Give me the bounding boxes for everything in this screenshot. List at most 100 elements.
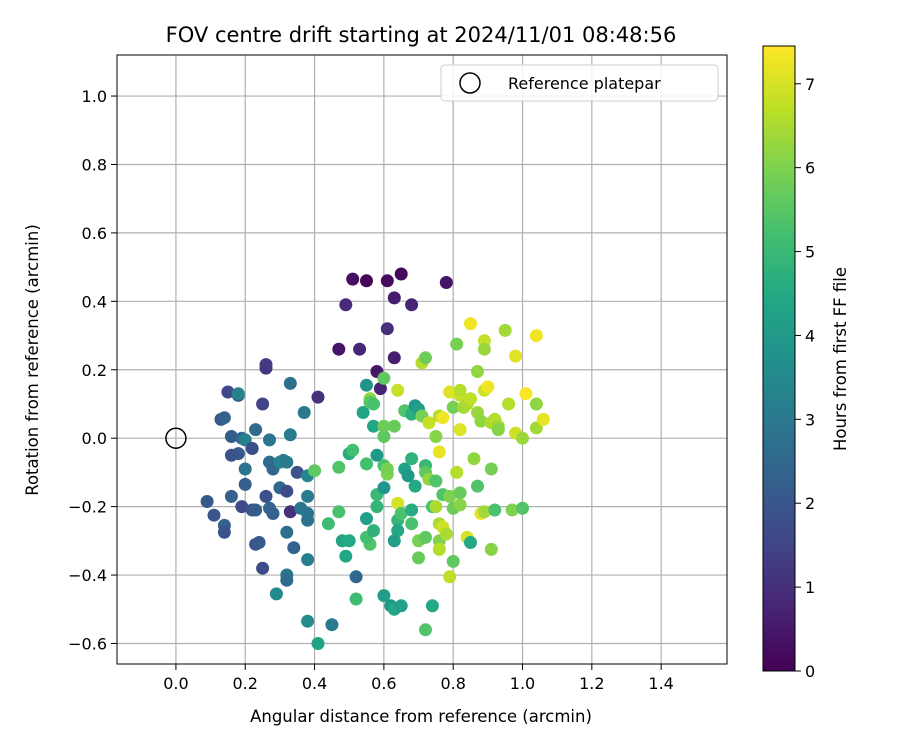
data-point [346, 272, 360, 286]
data-point [443, 489, 457, 503]
data-point [387, 291, 401, 305]
colorbar-tick-label: 3 [805, 410, 815, 429]
data-point [453, 486, 467, 500]
data-point [290, 465, 304, 479]
data-point [360, 457, 373, 471]
data-point [360, 378, 373, 392]
data-point [405, 452, 419, 466]
colorbar-tick-label: 2 [805, 494, 815, 513]
x-tick-label: 0.6 [371, 674, 396, 693]
data-point [422, 416, 436, 430]
x-axis-title: Angular distance from reference (arcmin) [250, 707, 592, 726]
data-point [311, 390, 325, 404]
data-point [332, 505, 346, 519]
data-point [370, 500, 384, 514]
legend: Reference platepar [440, 64, 719, 102]
chart-title: FOV centre drift starting at 2024/11/01 … [166, 23, 677, 47]
legend-box [440, 64, 719, 102]
data-point [394, 599, 408, 613]
data-point [391, 496, 405, 510]
data-point [394, 267, 408, 281]
data-point [419, 530, 432, 544]
data-point [367, 397, 380, 411]
data-point [394, 507, 408, 520]
data-point [280, 484, 294, 498]
data-point [367, 524, 380, 538]
data-point [217, 411, 231, 425]
data-point [321, 517, 335, 531]
data-point [488, 503, 502, 517]
data-point [467, 452, 481, 466]
data-point [450, 337, 464, 351]
data-point [221, 385, 235, 399]
data-point [332, 460, 346, 474]
data-point [207, 508, 221, 522]
legend-reference-label: Reference platepar [508, 74, 661, 93]
y-tick-label: 0.2 [82, 361, 107, 380]
data-point [387, 419, 401, 433]
data-point [380, 322, 394, 336]
reference-marker [165, 427, 187, 449]
y-tick-label: −0.6 [68, 634, 107, 653]
data-point [217, 525, 231, 539]
y-tick-label: 0.4 [82, 292, 107, 311]
data-point [429, 500, 443, 514]
data-point [484, 542, 498, 556]
data-point [380, 274, 394, 288]
data-point [245, 442, 259, 455]
y-tick-label: 0.6 [82, 224, 107, 243]
x-tick-label: 0.4 [302, 674, 327, 693]
data-point [387, 351, 401, 365]
y-tick-label: −0.2 [68, 498, 107, 517]
data-point [405, 298, 419, 312]
x-tick-label: 0.8 [440, 674, 465, 693]
data-point [419, 623, 432, 637]
data-point [283, 505, 297, 519]
data-point [443, 385, 457, 399]
data-point [238, 462, 252, 476]
data-point [498, 323, 512, 337]
data-point [429, 474, 443, 488]
data-point [283, 376, 297, 390]
data-point [256, 397, 270, 411]
data-point [453, 423, 467, 437]
data-point [509, 349, 523, 363]
colorbar-ticks: 0 1 2 3 4 5 6 7 [795, 75, 815, 681]
data-point [346, 443, 360, 457]
data-point [238, 477, 252, 491]
data-point [332, 342, 346, 356]
data-point [249, 423, 263, 437]
data-point [259, 489, 273, 503]
data-point [439, 276, 453, 289]
data-point [308, 464, 322, 478]
data-point [200, 495, 214, 508]
data-point [339, 298, 353, 312]
data-point [529, 397, 543, 411]
data-point [349, 570, 363, 584]
data-point [453, 498, 467, 512]
colorbar-tick-label: 1 [805, 578, 815, 597]
data-point [477, 505, 491, 519]
data-point [301, 513, 315, 527]
data-point [446, 554, 460, 568]
data-point [471, 479, 484, 493]
grid [117, 55, 727, 664]
data-point [505, 503, 519, 517]
data-point [269, 587, 283, 601]
data-point [464, 536, 477, 549]
data-point [436, 411, 450, 425]
data-point [339, 549, 353, 563]
data-point [425, 599, 439, 613]
colorbar-label: Hours from first FF file [831, 267, 850, 451]
data-point [432, 542, 446, 556]
y-tick-label: 0.8 [82, 155, 107, 174]
data-point [477, 342, 491, 356]
data-point [373, 382, 387, 396]
data-point [297, 406, 311, 419]
x-tick-label: 0.2 [233, 674, 258, 693]
colorbar-tick-label: 6 [805, 159, 815, 178]
data-point [370, 448, 384, 462]
data-point [252, 536, 266, 549]
data-point [224, 448, 238, 462]
